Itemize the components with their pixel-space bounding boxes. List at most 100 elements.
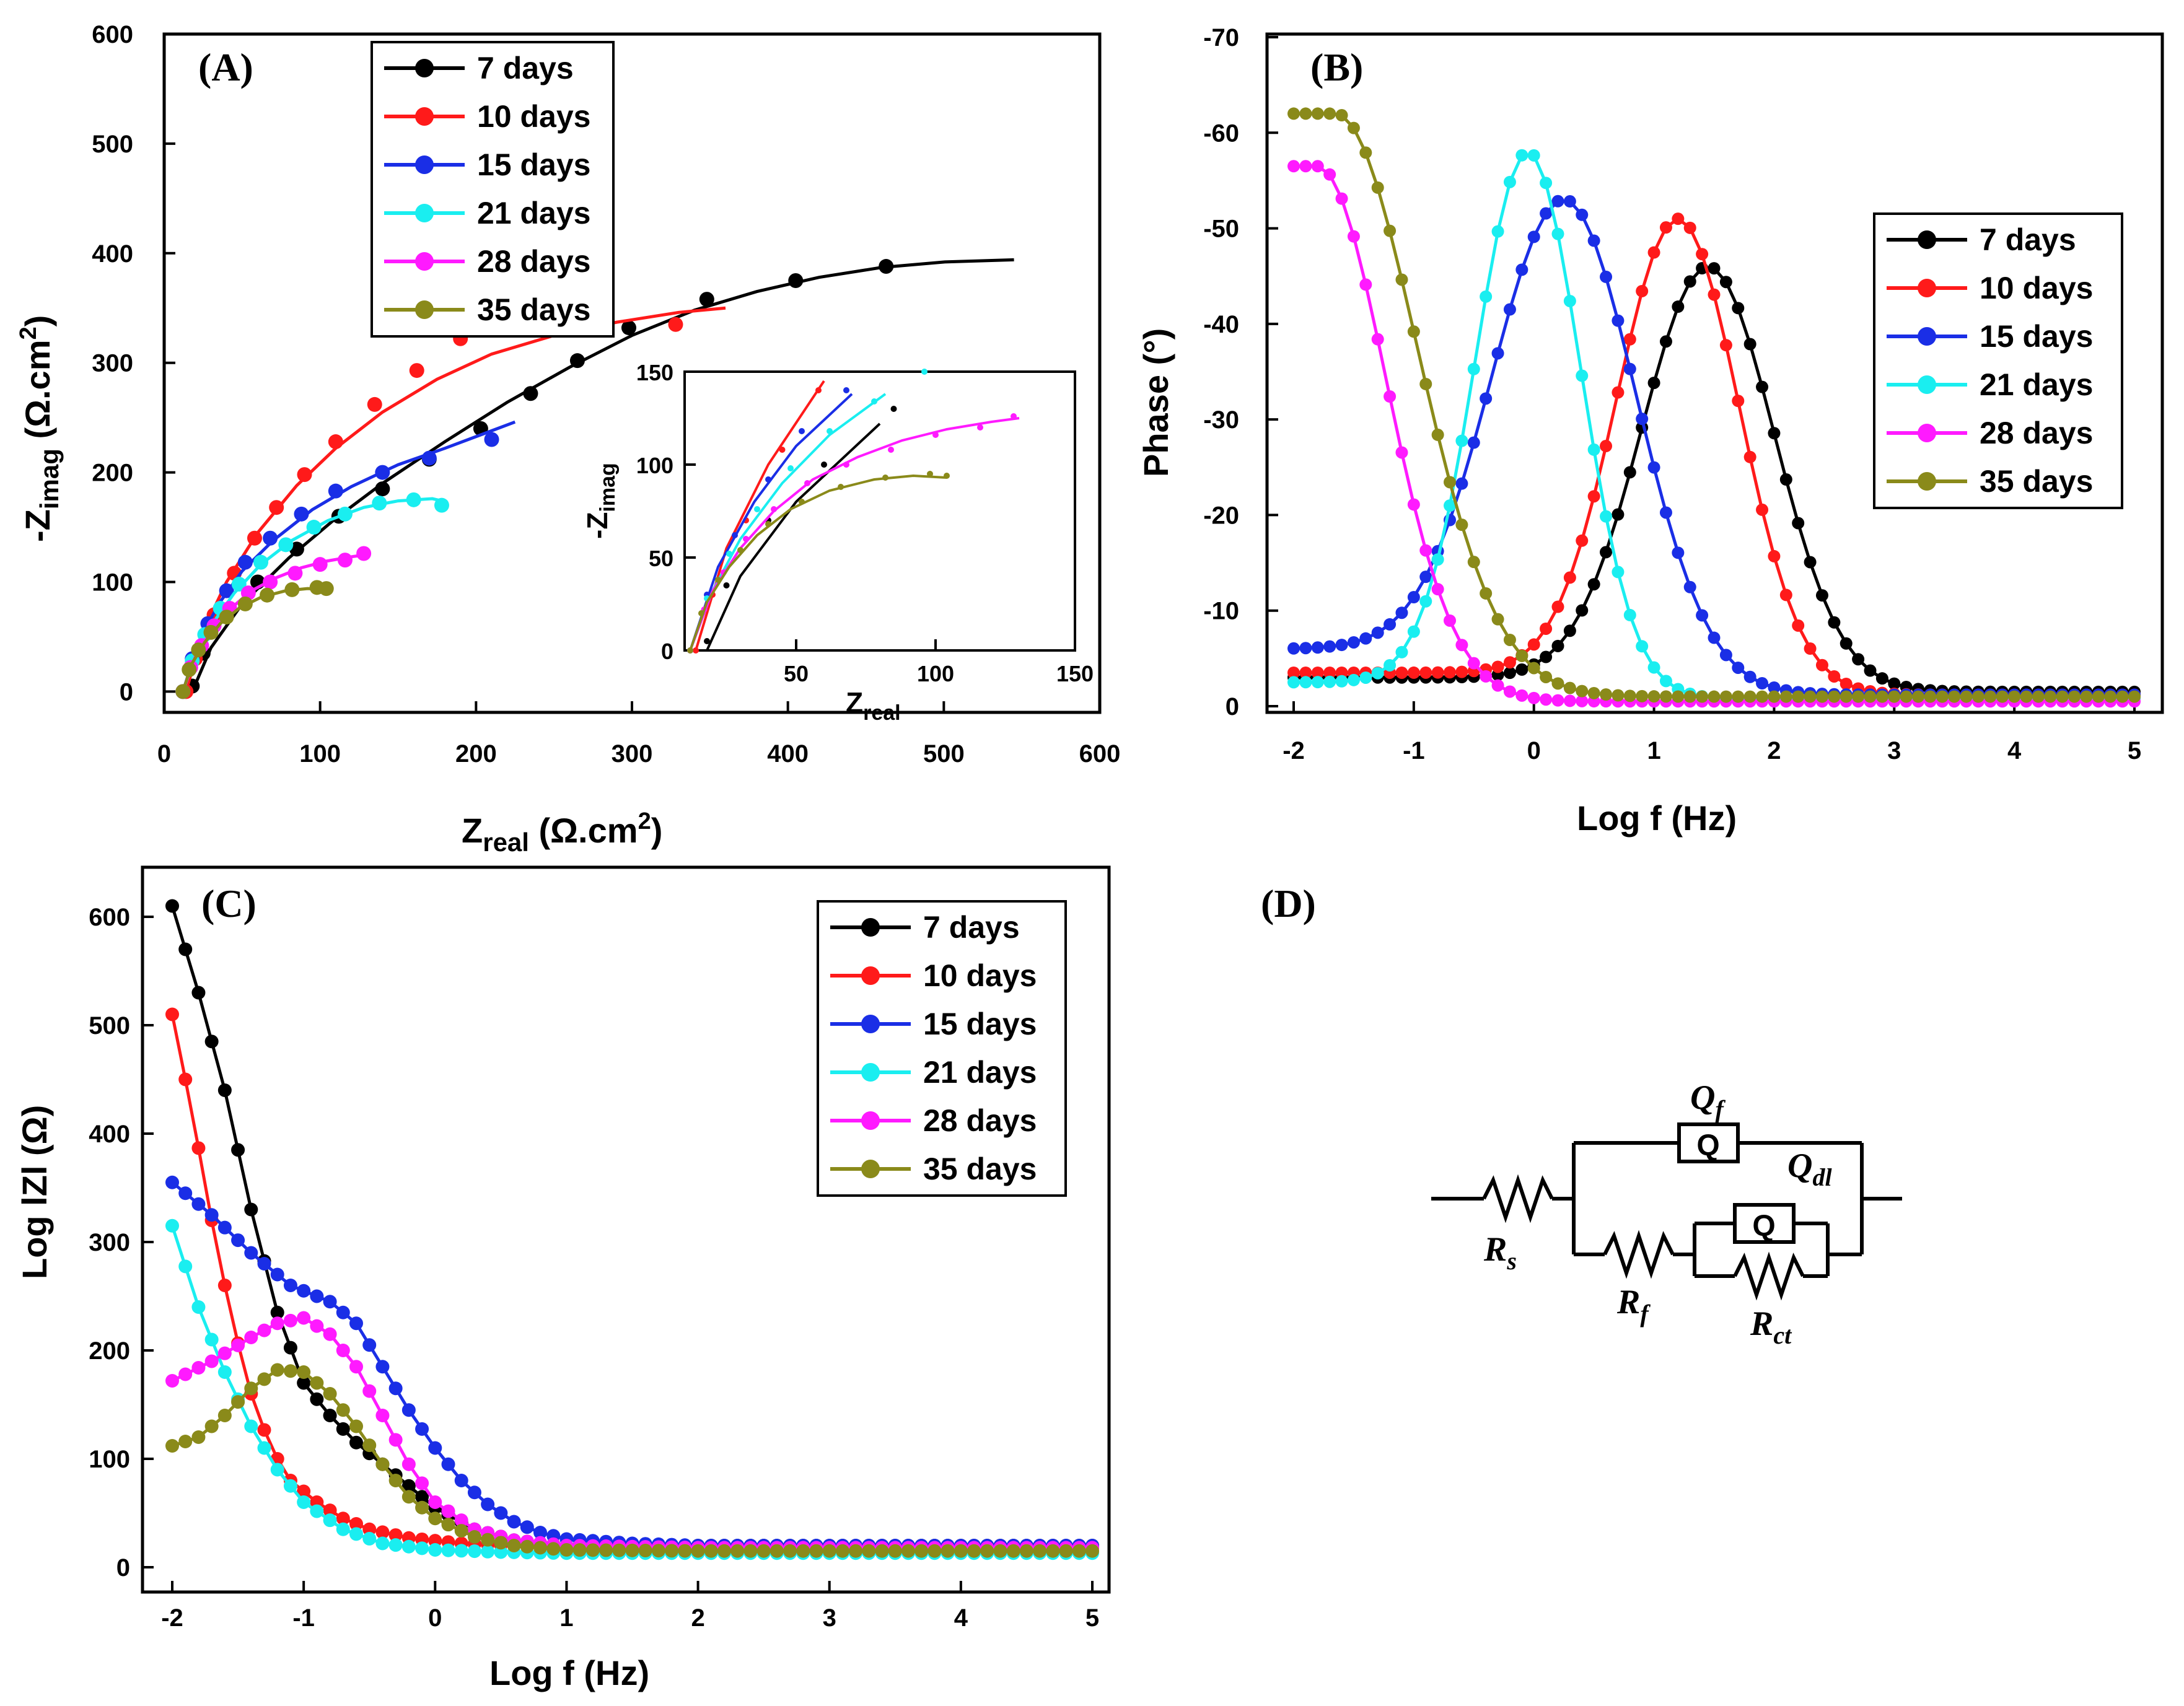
data-point — [572, 1543, 587, 1557]
data-point — [1287, 667, 1300, 679]
data-point — [625, 1543, 639, 1557]
data-point — [1612, 566, 1625, 579]
data-point — [1033, 1544, 1047, 1558]
data-point — [441, 1518, 455, 1532]
data-point — [1815, 690, 1828, 703]
legend-box — [371, 41, 615, 338]
data-point — [888, 1544, 902, 1558]
rf-sub: f — [1640, 1300, 1651, 1328]
data-point — [1647, 377, 1660, 390]
data-point — [2128, 690, 2141, 703]
data-point — [1467, 556, 1480, 569]
x-tick-label: 150 — [1056, 661, 1094, 686]
data-point — [1756, 380, 1769, 393]
data-point — [941, 1544, 955, 1558]
legend-marker — [861, 1111, 880, 1130]
y-tick-label: 100 — [89, 1446, 130, 1473]
x-tick-label: 1 — [1647, 737, 1660, 764]
data-point — [494, 1545, 508, 1559]
data-point — [244, 1331, 258, 1344]
data-point — [310, 1289, 324, 1303]
data-point — [1996, 690, 2009, 703]
x-tick-label: 4 — [954, 1604, 968, 1632]
data-point — [1072, 1544, 1086, 1558]
data-point — [1719, 276, 1732, 289]
data-point — [270, 1363, 284, 1377]
data-point — [559, 1543, 574, 1557]
data-point — [297, 1311, 311, 1325]
data-point — [1636, 640, 1649, 653]
data-point — [1287, 160, 1300, 173]
data-point — [1335, 666, 1348, 679]
data-point — [269, 500, 284, 515]
inset-data-point — [815, 387, 822, 393]
data-point — [349, 1316, 363, 1331]
data-point — [257, 1441, 271, 1455]
inset-data-point — [743, 536, 749, 542]
inset-data-point — [944, 473, 950, 479]
inset-data-point — [732, 532, 738, 538]
inset-data-point — [799, 499, 805, 505]
panel-a-data — [175, 258, 1014, 699]
y-tick-label: 300 — [92, 350, 133, 377]
inset-data-point — [765, 521, 771, 527]
data-point — [507, 1515, 521, 1529]
data-point — [704, 1544, 718, 1558]
data-point — [757, 1544, 771, 1558]
panel-a-inset: 50 100 150 0 50 100 150 Zreal -Zimag — [581, 360, 1094, 725]
data-point — [1696, 609, 1709, 622]
legend-box — [1873, 212, 2123, 509]
data-point — [1395, 666, 1408, 679]
data-point — [310, 1392, 324, 1406]
data-point — [1311, 107, 1324, 120]
data-point — [2020, 690, 2033, 703]
data-point — [217, 1279, 232, 1292]
data-point — [1587, 443, 1600, 456]
data-point — [1636, 689, 1649, 702]
data-point — [1059, 1544, 1073, 1558]
data-point — [1779, 588, 1792, 601]
data-point — [1335, 109, 1348, 122]
data-point — [1647, 690, 1660, 703]
panel-c-label: (C) — [201, 881, 257, 925]
data-point — [1587, 578, 1600, 591]
data-point — [356, 546, 372, 561]
data-point — [1600, 440, 1613, 453]
legend-entry: 15 days — [477, 147, 590, 182]
data-point — [1623, 608, 1636, 621]
data-point — [388, 1528, 403, 1542]
legend-marker — [861, 1015, 880, 1033]
legend-entry: 21 days — [1980, 367, 2093, 402]
data-point — [1672, 690, 1685, 703]
data-point — [1779, 690, 1792, 703]
data-point — [980, 1544, 994, 1558]
data-point — [1563, 195, 1576, 208]
y-tick-label: 100 — [636, 453, 673, 478]
cpe-qf-symbol: Q — [1696, 1129, 1719, 1162]
inset-data-point — [765, 476, 771, 483]
inset-x-axis-title: Zreal — [846, 686, 901, 725]
data-point — [297, 1365, 311, 1379]
a-xlabel-close: ) — [651, 811, 663, 850]
panel-a-x-axis-title: Zreal (Ω.cm2) — [462, 808, 662, 857]
data-point — [178, 942, 193, 956]
x-tick-label: -1 — [1403, 737, 1425, 764]
series-line — [172, 1368, 1092, 1553]
data-point — [1792, 690, 1805, 703]
data-point — [204, 1208, 219, 1222]
data-point — [401, 1457, 416, 1471]
inset-data-point — [977, 424, 983, 431]
data-point — [217, 1365, 232, 1379]
data-point — [1659, 690, 1672, 703]
data-point — [204, 1419, 219, 1433]
data-point — [1576, 685, 1589, 698]
data-point — [270, 1316, 284, 1331]
data-point — [217, 1220, 232, 1235]
data-point — [467, 1485, 481, 1500]
x-tick-label: 100 — [299, 740, 341, 768]
data-point — [783, 1544, 797, 1558]
data-point — [1768, 427, 1781, 440]
inset-data-point — [888, 447, 894, 453]
data-point — [1732, 661, 1745, 674]
data-point — [1527, 230, 1540, 243]
